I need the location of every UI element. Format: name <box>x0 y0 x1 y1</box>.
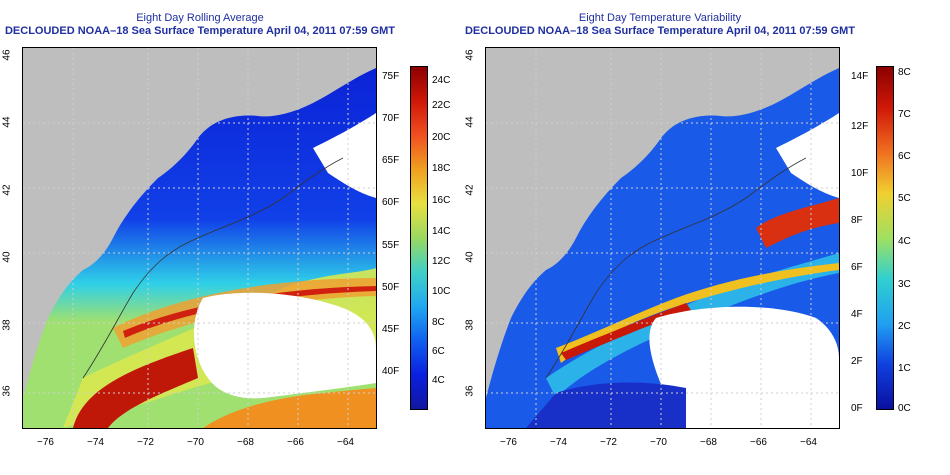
right-xtick-72: −72 <box>600 437 617 448</box>
right-xtick-70: −70 <box>650 437 667 448</box>
left-title: Eight Day Rolling Average DECLOUDED NOAA… <box>0 12 400 38</box>
left-title-line1: Eight Day Rolling Average <box>136 12 264 24</box>
left-ytick-42: 42 <box>1 184 13 196</box>
left-cb-c-22: 22C <box>432 100 451 111</box>
left-cb-c-20: 20C <box>432 132 451 143</box>
left-ytick-46: 46 <box>1 49 13 61</box>
left-cb-f-55: 55F <box>382 240 400 251</box>
right-cb-f-0: 0F <box>851 403 863 414</box>
right-title-line2: DECLOUDED NOAA–18 Sea Surface Temperatur… <box>464 25 856 37</box>
right-cb-c-3: 3C <box>898 279 911 290</box>
left-cb-c-24: 24C <box>432 75 451 86</box>
left-cb-f-65: 65F <box>382 155 400 166</box>
left-map-svg <box>23 48 376 428</box>
right-variability-map[interactable] <box>485 47 840 429</box>
right-ytick-40: 40 <box>464 251 476 263</box>
left-ytick-44: 44 <box>1 116 13 128</box>
ne-coast-white <box>776 113 839 198</box>
right-cb-c-4: 4C <box>898 236 911 247</box>
left-cb-f-70: 70F <box>382 113 400 124</box>
front-max-variability <box>561 303 691 360</box>
right-cb-f-4: 4F <box>851 309 863 320</box>
warm-south <box>203 388 376 428</box>
left-cb-f-75: 75F <box>382 71 400 82</box>
left-xtick-70: −70 <box>187 437 204 448</box>
left-xtick-72: −72 <box>137 437 154 448</box>
right-cb-c-2: 2C <box>898 321 911 332</box>
right-cb-c-1: 1C <box>898 363 911 374</box>
left-cb-c-12: 12C <box>432 256 451 267</box>
right-ytick-36: 36 <box>464 385 476 397</box>
left-xtick-66: −66 <box>287 437 304 448</box>
land-mass <box>23 48 376 398</box>
right-cb-c-8: 8C <box>898 67 911 78</box>
right-cb-c-6: 6C <box>898 151 911 162</box>
left-cb-f-40: 40F <box>382 366 400 377</box>
left-colorbar <box>410 66 428 410</box>
right-title-line1: Eight Day Temperature Variability <box>578 12 742 24</box>
right-ytick-46: 46 <box>464 49 476 61</box>
left-cb-c-4: 4C <box>432 375 445 386</box>
no-data-area <box>193 292 376 399</box>
gulf-stream-edge <box>123 286 376 338</box>
left-title-line2: DECLOUDED NOAA–18 Sea Surface Temperatur… <box>4 25 396 37</box>
left-cb-f-45: 45F <box>382 324 400 335</box>
gulf-stream-core <box>73 348 198 428</box>
left-cb-c-18: 18C <box>432 163 451 174</box>
right-title: Eight Day Temperature Variability DECLOU… <box>460 12 860 38</box>
right-xtick-64: −64 <box>800 437 817 448</box>
right-cb-f-12: 12F <box>851 121 869 132</box>
right-colorbar <box>876 66 894 410</box>
left-cb-c-10: 10C <box>432 286 451 297</box>
front-orange <box>113 278 376 348</box>
right-cb-f-10: 10F <box>851 168 869 179</box>
left-sst-map[interactable] <box>22 47 377 429</box>
right-xtick-76: −76 <box>500 437 517 448</box>
right-xtick-66: −66 <box>750 437 767 448</box>
depth-contour <box>82 157 344 379</box>
left-ytick-40: 40 <box>1 251 13 263</box>
right-cb-c-0: 0C <box>898 403 911 414</box>
left-cb-f-50: 50F <box>382 282 400 293</box>
right-xtick-68: −68 <box>700 437 717 448</box>
right-cb-c-5: 5C <box>898 193 911 204</box>
left-xtick-64: −64 <box>337 437 354 448</box>
right-cb-f-2: 2F <box>851 356 863 367</box>
right-cb-f-14: 14F <box>851 71 869 82</box>
left-cb-c-16: 16C <box>432 195 451 206</box>
depth-contour <box>545 157 807 379</box>
right-ytick-42: 42 <box>464 184 476 196</box>
left-ytick-36: 36 <box>1 385 13 397</box>
right-cb-f-6: 6F <box>851 262 863 273</box>
right-ytick-38: 38 <box>464 319 476 331</box>
south-low-var <box>526 382 686 428</box>
left-ytick-38: 38 <box>1 319 13 331</box>
right-map-svg <box>486 48 839 428</box>
ne-variability-patch <box>756 198 839 248</box>
ne-coast-white <box>313 113 376 198</box>
land-mass <box>486 48 839 398</box>
left-cb-c-6: 6C <box>432 346 445 357</box>
left-cb-f-60: 60F <box>382 197 400 208</box>
right-cb-f-8: 8F <box>851 215 863 226</box>
right-cb-c-7: 7C <box>898 109 911 120</box>
no-data-area <box>649 306 839 428</box>
left-cb-c-14: 14C <box>432 226 451 237</box>
right-xtick-74: −74 <box>550 437 567 448</box>
left-cb-c-8: 8C <box>432 317 445 328</box>
left-xtick-68: −68 <box>237 437 254 448</box>
right-ytick-44: 44 <box>464 116 476 128</box>
left-xtick-76: −76 <box>37 437 54 448</box>
moderate-variability <box>546 253 839 398</box>
left-xtick-74: −74 <box>87 437 104 448</box>
